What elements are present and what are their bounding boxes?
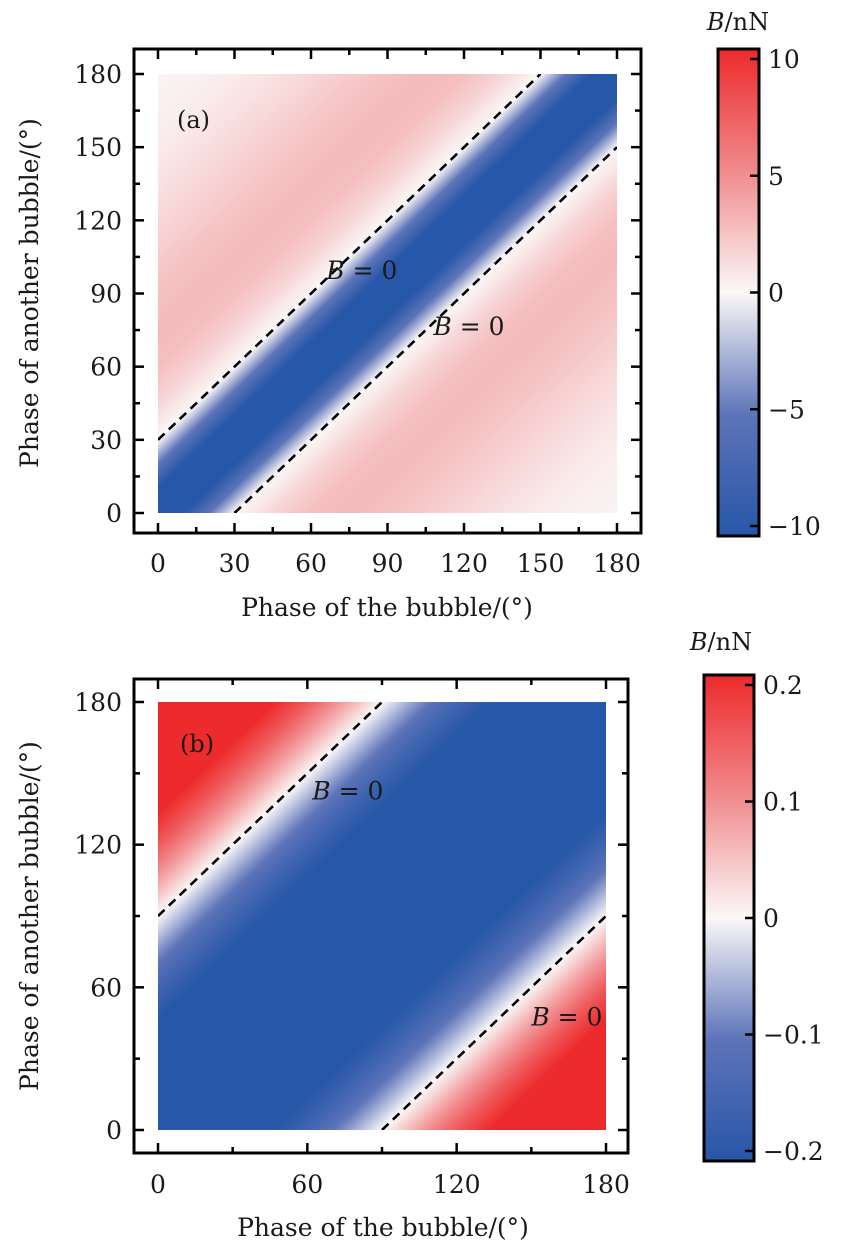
x-tick-label: 180: [582, 1170, 630, 1199]
panel-b-contours: [158, 702, 606, 1130]
contour-line-b-zero-2: [381, 915, 606, 1130]
panel-a-heatmap: [158, 74, 617, 513]
panel-b-ticks: 0 60 120 180 0 60 120 180: [74, 679, 630, 1199]
panel-b-annotation-b-zero-1: B = 0: [311, 776, 383, 805]
x-tick-label: 60: [295, 549, 327, 578]
colorbar-tick-label: −5: [768, 395, 805, 424]
panel-b-colorbar-title: B/nN: [689, 628, 752, 656]
y-tick-label: 60: [90, 973, 122, 1002]
panel-a-ticks: 0 30 60 90 120 150 180 0 30 60 90 120 150 180: [74, 49, 641, 578]
contour-line-b-zero-2: [233, 146, 617, 513]
panel-b: 0 60 120 180 0 60 120 180 (b) B = 0 B = 0 Phase…: [15, 628, 824, 1242]
panel-a-colorbar-title: B/nN: [706, 8, 769, 36]
panel-a-annotation-b-zero-2: B = 0: [432, 312, 504, 341]
contour-line-b-zero-1: [158, 74, 542, 441]
colorbar-tick-label: 5: [768, 162, 784, 191]
y-tick-label: 180: [74, 688, 122, 717]
colorbar-tick-label: −0.1: [763, 1021, 824, 1050]
y-tick-label: 90: [90, 280, 122, 309]
panel-b-label: (b): [180, 730, 214, 758]
y-tick-label: 0: [106, 499, 122, 528]
y-tick-label: 120: [74, 831, 122, 860]
y-tick-label: 180: [74, 60, 122, 89]
x-tick-label: 150: [517, 549, 565, 578]
colorbar-tick-label: 0: [763, 904, 779, 933]
panel-a-y-axis-title: Phase of another bubble/(°): [15, 118, 44, 468]
panel-b-annotation-b-zero-2: B = 0: [530, 1002, 602, 1031]
x-tick-label: 90: [372, 549, 404, 578]
panel-b-heatmap: [158, 702, 606, 1130]
panel-a-x-axis-title: Phase of the bubble/(°): [241, 593, 533, 622]
panel-a-contours: [158, 74, 617, 513]
x-tick-label: 0: [150, 549, 166, 578]
colorbar-tick-label: 0.2: [763, 671, 803, 700]
x-tick-label: 30: [219, 549, 251, 578]
panel-a: 0 30 60 90 120 150 180 0 30 60 90 120 150 180 (a) B =…: [15, 8, 821, 622]
y-tick-label: 120: [74, 206, 122, 235]
y-tick-label: 150: [74, 133, 122, 162]
x-tick-label: 120: [440, 549, 488, 578]
panel-a-annotation-b-zero-1: B = 0: [325, 256, 397, 285]
panel-a-label: (a): [177, 106, 210, 134]
y-tick-label: 30: [90, 426, 122, 455]
panel-b-colorbar: 0.2 0.1 0 −0.1 −0.2 B/nN: [689, 628, 824, 1166]
y-tick-label: 0: [106, 1116, 122, 1145]
colorbar-tick-label: 0.1: [763, 788, 803, 817]
colorbar-tick-label: 10: [768, 45, 800, 74]
x-tick-label: 0: [150, 1170, 166, 1199]
contour-line-b-zero-1: [158, 702, 383, 917]
colorbar-tick-label: −10: [768, 512, 821, 541]
x-tick-label: 180: [593, 549, 641, 578]
colorbar-tick-label: −0.2: [763, 1137, 824, 1166]
panel-b-y-axis-title: Phase of another bubble/(°): [15, 741, 44, 1091]
panel-a-colorbar: 10 5 0 −5 −10 B/nN: [706, 8, 821, 541]
x-tick-label: 120: [433, 1170, 481, 1199]
colorbar-tick-label: 0: [768, 279, 784, 308]
x-tick-label: 60: [291, 1170, 323, 1199]
panel-b-colorbar-ticks: 0.2 0.1 0 −0.1 −0.2: [745, 671, 824, 1166]
panel-a-colorbar-ticks: 10 5 0 −5 −10: [750, 45, 821, 541]
panel-b-x-axis-title: Phase of the bubble/(°): [237, 1213, 529, 1242]
y-tick-label: 60: [90, 353, 122, 382]
